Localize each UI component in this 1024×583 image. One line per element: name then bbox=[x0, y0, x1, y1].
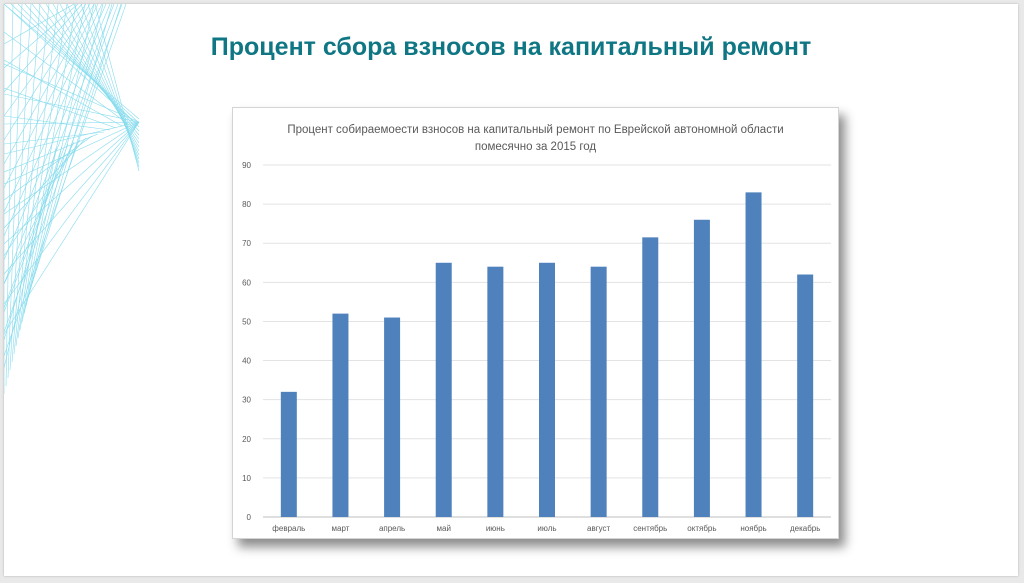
x-tick-label: февраль bbox=[272, 524, 305, 533]
y-tick-label: 10 bbox=[242, 474, 251, 483]
x-tick-label: декабрь bbox=[790, 524, 820, 533]
y-tick-label: 20 bbox=[242, 435, 251, 444]
bar-chart: 0 10 20 30 40 50 60 70 80 90 февраль март апрель май и… bbox=[242, 161, 831, 533]
y-tick-label: 0 bbox=[247, 513, 252, 522]
x-tick-label: март bbox=[332, 524, 350, 533]
x-tick-label: август bbox=[587, 524, 611, 533]
y-tick-label: 50 bbox=[242, 317, 251, 326]
y-tick-label: 90 bbox=[242, 161, 251, 170]
bar bbox=[590, 266, 607, 517]
y-tick-label: 70 bbox=[242, 239, 251, 248]
y-tick-label: 60 bbox=[242, 278, 251, 287]
slide: Процент сбора взносов на капитальный рем… bbox=[4, 4, 1018, 576]
bar bbox=[642, 237, 659, 517]
chart-title-line-1: Процент собираемоести взносов на капитал… bbox=[287, 124, 784, 136]
bar bbox=[693, 219, 710, 517]
x-tick-label: октябрь bbox=[687, 524, 716, 533]
bar bbox=[745, 192, 762, 517]
x-tick-label: ноябрь bbox=[740, 524, 766, 533]
wireframe-decoration bbox=[4, 4, 140, 394]
bar bbox=[435, 262, 452, 517]
x-tick-label: май bbox=[437, 524, 451, 533]
bar bbox=[280, 391, 297, 517]
x-tick-label: апрель bbox=[379, 524, 405, 533]
bar bbox=[539, 262, 555, 517]
y-tick-label: 40 bbox=[242, 357, 251, 366]
x-tick-label: июль bbox=[537, 524, 556, 533]
bar bbox=[797, 274, 814, 517]
x-tick-label: июнь bbox=[486, 524, 505, 533]
chart-container: Процент собираемоести взносов на капитал… bbox=[232, 107, 839, 539]
bar bbox=[487, 266, 504, 517]
y-tick-label: 30 bbox=[242, 396, 251, 405]
bar bbox=[384, 317, 401, 517]
x-tick-label: сентябрь bbox=[633, 524, 667, 533]
chart-title-line-2: помесячно за 2015 год bbox=[474, 141, 597, 153]
y-tick-label: 80 bbox=[242, 200, 251, 209]
bar bbox=[332, 313, 349, 517]
slide-title: Процент сбора взносов на капитальный рем… bbox=[210, 33, 812, 61]
chart-title: Процент собираемоести взносов на капитал… bbox=[233, 122, 838, 156]
